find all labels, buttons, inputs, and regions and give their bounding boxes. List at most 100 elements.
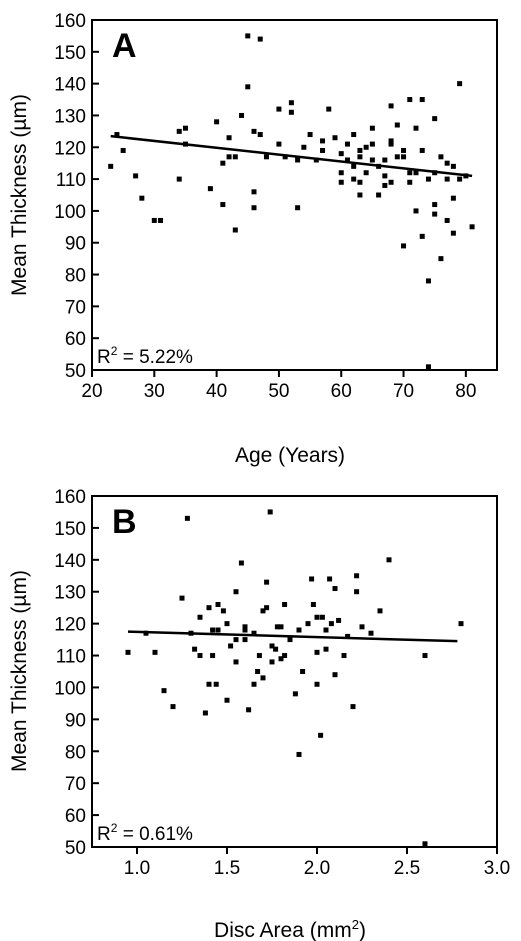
data-point <box>444 176 450 182</box>
panel-label-a: A <box>112 27 137 65</box>
y-tick-label: 90 <box>65 234 86 255</box>
y-axis-label-a: Mean Thickness (µm) <box>8 94 31 296</box>
data-point <box>314 649 320 655</box>
data-point <box>305 621 311 627</box>
y-tick-label: 130 <box>54 106 86 127</box>
data-point <box>184 515 190 521</box>
data-point <box>226 154 232 160</box>
x-axis-ticks-a: 20 30 40 50 60 70 80 <box>81 370 476 402</box>
data-point <box>450 195 456 201</box>
data-point <box>382 173 388 179</box>
y-tick-label: 120 <box>54 138 86 159</box>
data-point <box>332 135 338 141</box>
data-point <box>394 154 400 160</box>
data-point <box>327 576 333 582</box>
data-point <box>232 227 238 233</box>
data-point <box>438 154 444 160</box>
data-point <box>394 122 400 128</box>
data-point <box>269 643 275 649</box>
data-point <box>179 595 185 601</box>
data-point <box>314 681 320 687</box>
data-point <box>369 157 375 163</box>
data-point <box>108 163 114 169</box>
data-point <box>276 106 282 112</box>
data-point <box>207 186 213 192</box>
data-point <box>357 147 363 153</box>
data-point <box>170 704 176 710</box>
data-point <box>401 154 407 160</box>
data-point <box>233 659 239 665</box>
y-tick-label: 100 <box>54 678 86 699</box>
data-point <box>318 732 324 738</box>
data-point <box>357 154 363 160</box>
data-point <box>288 100 294 106</box>
data-point <box>323 646 329 652</box>
data-point <box>267 509 273 515</box>
data-point <box>152 649 158 655</box>
data-point <box>242 627 248 633</box>
y-tick-label: 130 <box>54 583 86 604</box>
data-point <box>401 243 407 249</box>
y-tick-label: 60 <box>65 329 86 350</box>
panel-a: 50 60 70 80 90 100 110 120 130 140 150 160 20 30 40 50… <box>8 11 498 467</box>
data-point <box>314 614 320 620</box>
data-points-b <box>125 509 464 847</box>
data-point <box>336 617 342 623</box>
data-point <box>309 576 315 582</box>
data-point <box>264 579 270 585</box>
data-point <box>260 608 266 614</box>
data-point <box>242 624 248 630</box>
data-point <box>444 217 450 223</box>
y-tick-label: 100 <box>54 202 86 223</box>
data-point <box>425 176 431 182</box>
data-point <box>419 147 425 153</box>
data-point <box>282 154 288 160</box>
data-point <box>197 653 203 659</box>
data-point <box>332 672 338 678</box>
data-point <box>457 81 463 87</box>
data-point <box>300 669 306 674</box>
data-point <box>192 646 198 652</box>
data-point <box>226 135 232 141</box>
data-point <box>251 205 257 211</box>
data-point <box>344 157 350 163</box>
data-point <box>295 205 301 211</box>
data-point <box>233 589 239 595</box>
data-point <box>276 141 282 147</box>
data-point <box>357 192 363 198</box>
data-point <box>422 841 428 847</box>
data-point <box>245 33 251 39</box>
data-point <box>422 653 428 659</box>
y-tick-label: 50 <box>65 361 86 382</box>
data-point <box>224 697 230 703</box>
data-point <box>413 208 419 214</box>
panel-label-b: B <box>112 503 137 541</box>
trendline-a <box>110 134 473 178</box>
y-tick-label: 160 <box>54 487 86 508</box>
data-point <box>238 560 244 566</box>
data-point <box>307 132 313 138</box>
data-point <box>120 147 126 153</box>
data-point <box>413 125 419 131</box>
data-point <box>282 653 288 659</box>
data-point <box>326 106 332 112</box>
y-tick-label: 110 <box>56 647 86 668</box>
data-point <box>444 160 450 166</box>
data-point <box>338 170 344 176</box>
data-point <box>388 141 394 147</box>
data-point <box>215 601 221 607</box>
y-tick-label: 80 <box>65 742 86 763</box>
data-point <box>351 163 357 169</box>
data-point <box>377 608 383 614</box>
data-point <box>351 132 357 138</box>
y-tick-label: 60 <box>65 806 86 827</box>
y-tick-label: 50 <box>65 838 86 859</box>
data-point <box>158 217 164 223</box>
data-point <box>273 646 279 652</box>
data-point <box>359 624 365 630</box>
data-point <box>341 653 347 659</box>
y-tick-label: 110 <box>56 170 86 191</box>
plot-area-b <box>91 495 498 848</box>
data-point <box>242 637 248 643</box>
